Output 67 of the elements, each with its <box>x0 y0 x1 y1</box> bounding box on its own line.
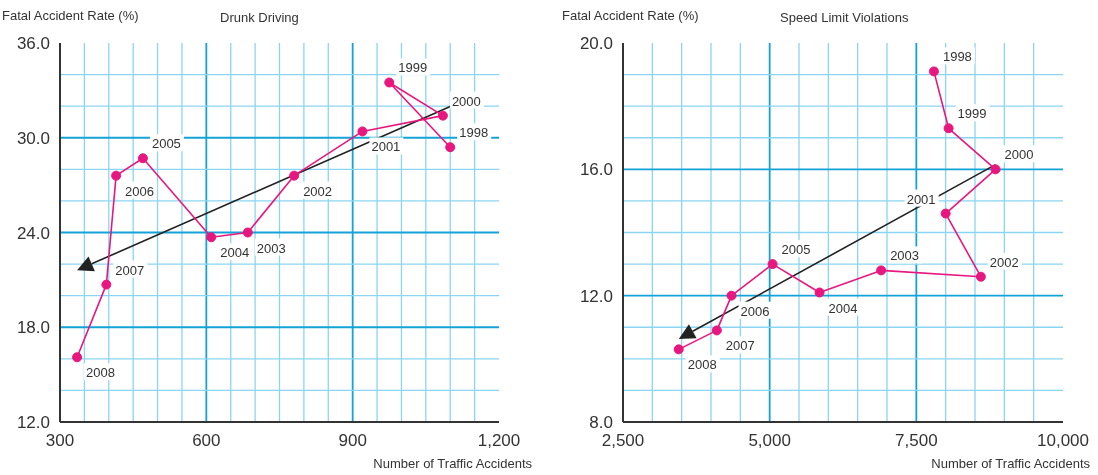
x-tick-label: 10,000 <box>1037 431 1089 451</box>
annotation: 2000 <box>1004 147 1034 163</box>
point <box>242 227 253 238</box>
y-tick-label: 36.0 <box>16 34 50 54</box>
annotation: 2006 <box>740 303 770 319</box>
y-tick-label: 18.0 <box>16 318 50 338</box>
y-axis-title: Fatal Accident Rate (%) <box>2 8 139 23</box>
annotation: 2004 <box>220 245 250 261</box>
x-axis-title: Number of Traffic Accidents <box>931 456 1090 471</box>
annotation: 2001 <box>906 191 936 207</box>
annotation: 2002 <box>989 254 1019 270</box>
point <box>876 265 887 276</box>
x-tick-label: 1,200 <box>477 431 521 451</box>
y-tick-label: 12.0 <box>16 413 50 433</box>
annotation: 2003 <box>890 248 920 264</box>
annotation: 2003 <box>256 240 286 256</box>
point <box>726 290 737 301</box>
annotation: 1998 <box>459 125 489 141</box>
point <box>711 325 722 336</box>
point <box>673 344 684 355</box>
point <box>445 142 456 153</box>
annotation: 2001 <box>371 139 401 155</box>
annotation: 2007 <box>725 338 755 354</box>
chart-title: Drunk Driving <box>220 10 299 25</box>
point <box>975 271 986 282</box>
point <box>357 126 368 137</box>
point <box>289 170 300 181</box>
point <box>940 208 951 219</box>
annotation: 2005 <box>781 242 811 258</box>
annotation: 1999 <box>957 106 987 122</box>
annotation: 2008 <box>86 365 115 381</box>
annotation: 1998 <box>942 49 972 65</box>
x-axis-title: Number of Traffic Accidents <box>373 456 532 471</box>
y-tick-label: 24.0 <box>16 223 50 243</box>
point <box>206 232 217 243</box>
y-tick-label: 30.0 <box>16 128 50 148</box>
point <box>101 279 112 290</box>
point <box>137 153 148 164</box>
annotation: 2000 <box>451 93 481 109</box>
point <box>814 287 825 298</box>
y-tick-label: 12.0 <box>579 286 613 306</box>
x-tick-label: 600 <box>192 431 221 451</box>
annotation: 1999 <box>398 60 428 76</box>
annotation: 2007 <box>115 262 145 278</box>
y-axis-title: Fatal Accident Rate (%) <box>562 8 699 23</box>
annotation: 2008 <box>687 357 717 373</box>
x-tick-label: 5,000 <box>748 431 791 451</box>
annotation: 2002 <box>303 183 333 199</box>
y-tick-label: 16.0 <box>579 160 613 180</box>
point <box>72 352 83 363</box>
y-tick-label: 8.0 <box>589 413 613 433</box>
point <box>767 259 778 270</box>
x-tick-label: 900 <box>338 431 367 451</box>
point <box>943 123 954 134</box>
chart-title: Speed Limit Violations <box>780 10 909 25</box>
x-tick-label: 7,500 <box>895 431 938 451</box>
point <box>928 66 939 77</box>
point <box>384 77 395 88</box>
point <box>111 170 122 181</box>
point <box>437 110 448 121</box>
annotation: 2005 <box>151 136 181 152</box>
y-tick-label: 20.0 <box>579 34 613 54</box>
x-tick-label: 2,500 <box>601 431 645 451</box>
annotation: 2004 <box>828 300 858 316</box>
x-tick-label: 300 <box>45 431 75 451</box>
annotation: 2006 <box>125 183 155 199</box>
point <box>990 164 1001 175</box>
